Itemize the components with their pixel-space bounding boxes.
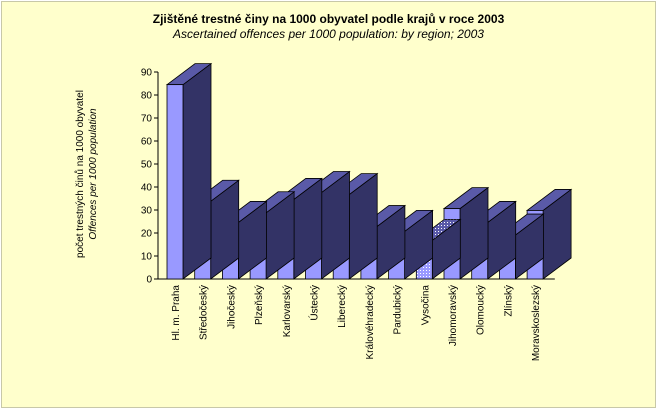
bar: [165, 62, 213, 280]
y-tick-label: 20: [141, 229, 153, 240]
y-tick-label: 0: [146, 275, 152, 286]
x-tick-label: Moravskoslezský: [531, 285, 542, 361]
x-tick-label: Plzeňský: [254, 285, 265, 325]
x-tick-label: Olomoucký: [476, 285, 487, 335]
x-tick-label: Jihomoravský: [448, 285, 459, 346]
y-tick-label: 50: [141, 160, 153, 171]
x-tick-label: Karlovarský: [282, 285, 293, 337]
y-tick-label: 30: [141, 206, 153, 217]
y-tick-label: 60: [141, 137, 153, 148]
x-tick-label: Hl. m. Praha: [171, 285, 182, 341]
bars: [165, 62, 573, 280]
y-tick-label: 70: [141, 114, 153, 125]
bar-side: [182, 62, 212, 280]
y-tick-label: 90: [141, 68, 153, 79]
y-tick-label: 40: [141, 183, 153, 194]
y-tick-label: 10: [141, 252, 153, 263]
chart-title: Zjištěné trestné činy na 1000 obyvatel p…: [152, 12, 505, 26]
x-tick-label: Liberecký: [337, 285, 348, 328]
x-tick-label: Vysočina: [420, 285, 431, 326]
bar-front: [166, 84, 184, 280]
x-tick-label: Pardubický: [393, 285, 404, 334]
category-labels: Hl. m. Praha Středočeský Jihočeský Plzeňský…: [171, 285, 542, 362]
x-tick-label: Ústecký: [308, 285, 321, 321]
x-tick-label: Jihočeský: [226, 285, 237, 329]
title-block: Zjištěné trestné činy na 1000 obyvatel p…: [2, 11, 655, 42]
x-tick-label: Zlínský: [503, 285, 514, 317]
x-tick-label: Středočeský: [199, 285, 210, 340]
chart-subtitle: Ascertained offences per 1000 population…: [173, 27, 484, 41]
x-tick-label: Královéhradecký: [365, 285, 376, 359]
y-tick-label: 80: [141, 91, 153, 102]
